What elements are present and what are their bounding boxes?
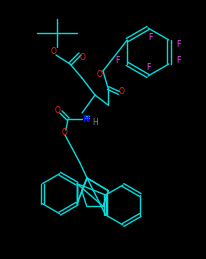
Text: F: F [147, 32, 151, 41]
Text: O: O [51, 47, 57, 55]
Text: O: O [62, 127, 68, 136]
Text: F: F [176, 40, 180, 48]
Text: O: O [55, 105, 61, 114]
Text: O: O [80, 53, 85, 61]
Text: O: O [97, 69, 102, 78]
Text: F: F [176, 55, 180, 64]
Text: F: F [115, 55, 119, 64]
Text: H: H [92, 118, 97, 126]
Text: O: O [118, 87, 124, 96]
Text: F: F [145, 62, 150, 71]
Text: N: N [82, 114, 89, 124]
